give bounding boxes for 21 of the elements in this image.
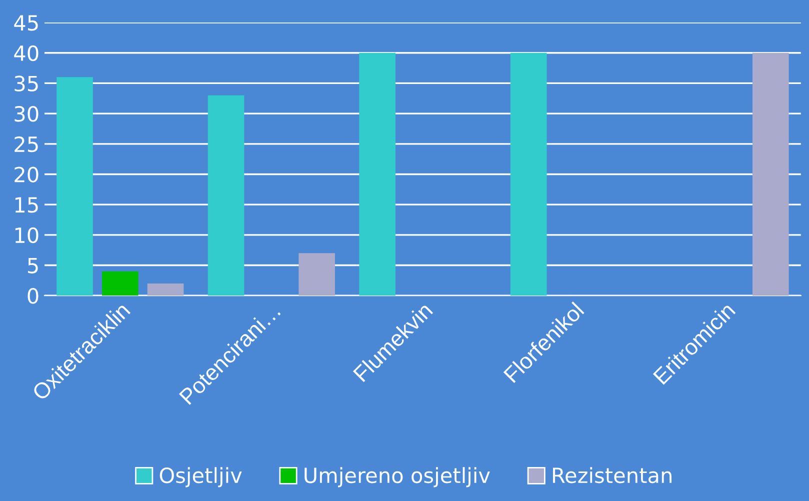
bar — [298, 253, 335, 296]
y-tick-label: 5 — [28, 258, 38, 274]
bar — [56, 77, 93, 296]
y-tick-label: 0 — [28, 288, 38, 304]
bar — [208, 95, 244, 296]
y-tick-label: 25 — [14, 136, 38, 152]
y-tick-label: 30 — [14, 106, 38, 122]
y-tick-label: 10 — [15, 227, 38, 244]
y-tick-label: 20 — [14, 166, 38, 182]
bar — [147, 283, 184, 296]
legend-label: Umjereno osjetljiv — [304, 467, 490, 488]
y-tick-label: 45 — [14, 15, 38, 31]
y-tick-label: 35 — [14, 76, 38, 92]
bar — [752, 52, 789, 296]
y-tick-label: 40 — [14, 45, 38, 62]
y-tick-label: 15 — [15, 197, 38, 213]
bar — [102, 271, 138, 296]
legend-label: Osjetljiv — [160, 467, 242, 488]
legend-label: Rezistentan — [553, 467, 672, 484]
bar — [510, 52, 547, 296]
bar — [359, 52, 396, 296]
